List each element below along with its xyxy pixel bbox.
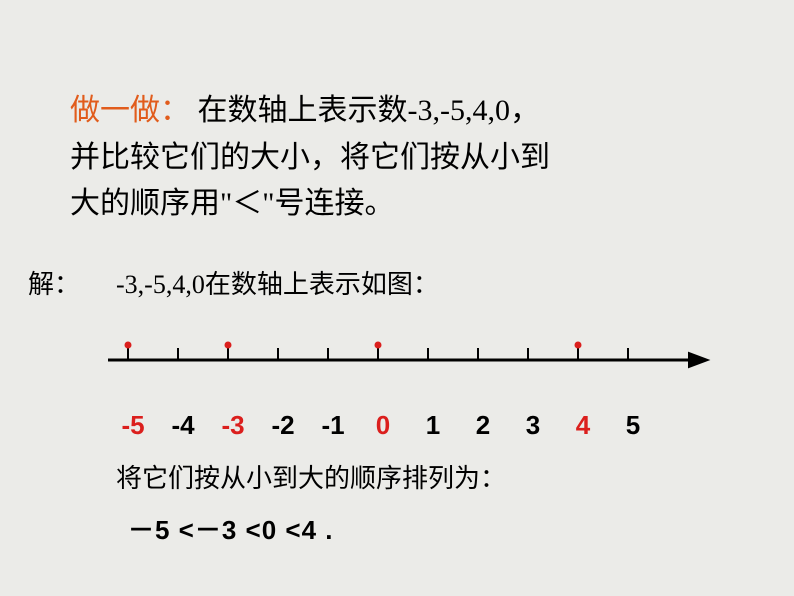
problem-lead: 做一做： (70, 94, 190, 127)
problem-body-1: 在数轴上表示数-3,-5,4,0， (190, 94, 540, 127)
tick-label: 3 (508, 410, 558, 441)
number-line (108, 330, 728, 400)
tick-label: 0 (358, 410, 408, 441)
number-line-svg (108, 330, 728, 400)
problem-text: 做一做： 在数轴上表示数-3,-5,4,0， 并比较它们的大小，将它们按从小到 … (70, 88, 730, 228)
tick-label: -5 (108, 410, 158, 441)
tick-label: -3 (208, 410, 258, 441)
order-text: 将它们按从小到大的顺序排列为： (116, 458, 506, 495)
tick-label: 5 (608, 410, 658, 441)
tick-label: -4 (158, 410, 208, 441)
order-answer: －5 <－3 <0 <4 . (128, 510, 334, 547)
tick-label: 1 (408, 410, 458, 441)
solution-text: -3,-5,4,0在数轴上表示如图： (116, 264, 439, 301)
tick-label: -2 (258, 410, 308, 441)
tick-labels: -5-4-3-2-1012345 (108, 410, 708, 441)
problem-body-2: 并比较它们的大小，将它们按从小到 (70, 141, 550, 174)
problem-block: 做一做： 在数轴上表示数-3,-5,4,0， 并比较它们的大小，将它们按从小到 … (70, 88, 730, 228)
tick-label: -1 (308, 410, 358, 441)
solution-label: 解： (28, 264, 80, 301)
problem-body-3: 大的顺序用"＜"号连接。 (70, 187, 395, 220)
tick-label: 4 (558, 410, 608, 441)
tick-label: 2 (458, 410, 508, 441)
